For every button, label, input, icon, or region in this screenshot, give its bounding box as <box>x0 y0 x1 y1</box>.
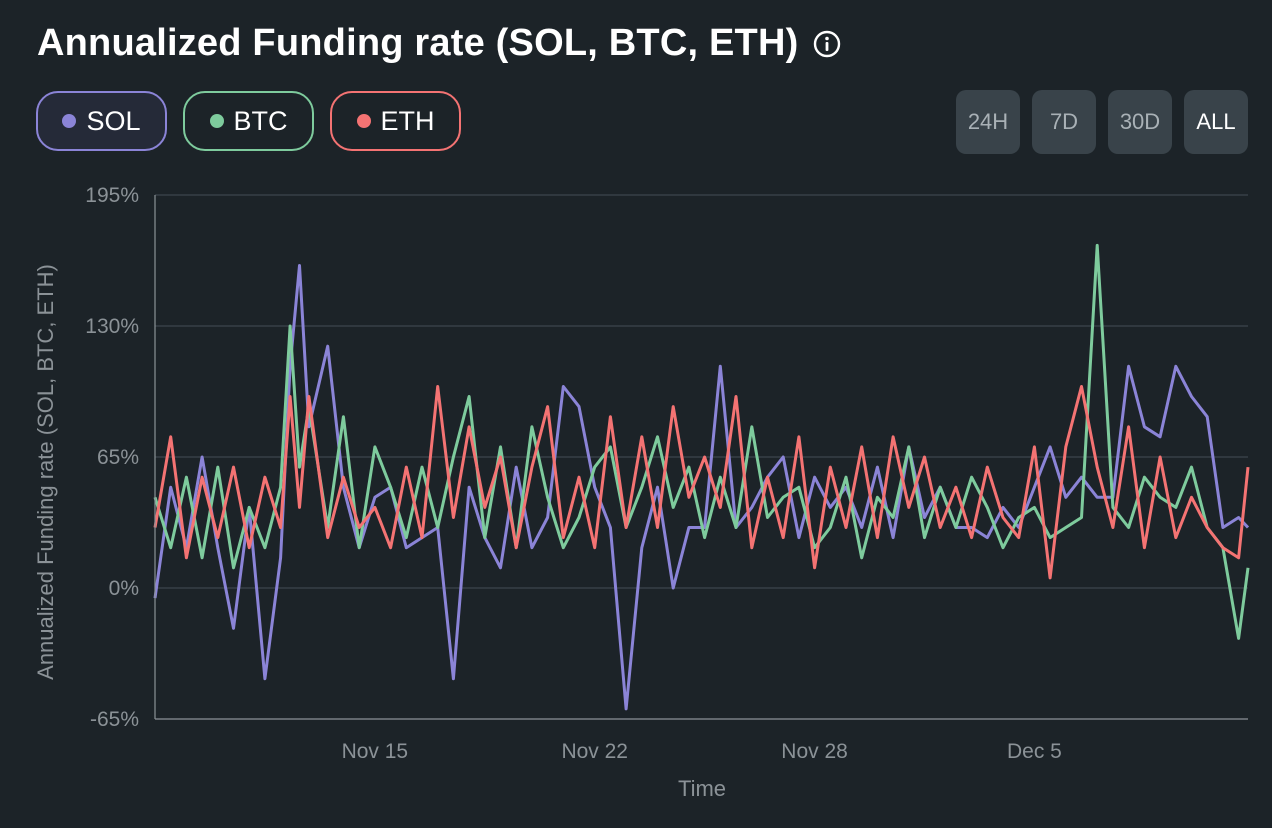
series-line-btc <box>153 243 1250 640</box>
x-tick-label: Nov 15 <box>342 740 409 763</box>
x-axis-ticks: Nov 15 Nov 22 Nov 28 Dec 5 <box>342 740 1062 763</box>
series-toggle-eth[interactable]: ETH <box>330 91 461 151</box>
x-axis-title: Time <box>678 776 726 801</box>
series-line-sol <box>153 264 1250 711</box>
y-tick-label: 195% <box>85 184 139 207</box>
series-toggle-btc[interactable]: BTC <box>183 91 314 151</box>
series-toggle-label: SOL <box>86 105 141 136</box>
y-tick-label: -65% <box>90 708 139 731</box>
x-tick-label: Nov 22 <box>561 740 628 763</box>
series-toggle-label: ETH <box>380 105 435 136</box>
sol-color-dot <box>62 114 77 128</box>
series-toggle-label: BTC <box>233 105 288 136</box>
series-toggle-sol[interactable]: SOL <box>36 91 167 151</box>
chart-title: Annualized Funding rate (SOL, BTC, ETH) <box>37 22 799 64</box>
y-tick-label: 65% <box>97 446 139 469</box>
range-24h-button[interactable]: 24H <box>956 90 1020 154</box>
info-icon[interactable] <box>812 29 842 59</box>
range-7d-button[interactable]: 7D <box>1032 90 1096 154</box>
btc-color-dot <box>209 114 224 128</box>
eth-color-dot <box>356 114 371 128</box>
y-axis-ticks: -65% 0% 65% 130% 195% <box>85 184 139 731</box>
y-tick-label: 0% <box>109 577 139 600</box>
series-lines <box>153 243 1250 711</box>
range-30d-button[interactable]: 30D <box>1108 90 1172 154</box>
series-line-eth <box>153 385 1250 580</box>
y-tick-label: 130% <box>85 315 139 338</box>
x-tick-label: Nov 28 <box>781 740 848 763</box>
x-tick-label: Dec 5 <box>1007 740 1062 763</box>
chart-header: Annualized Funding rate (SOL, BTC, ETH) <box>37 22 842 65</box>
y-axis-title: Annualized Funding rate (SOL, BTC, ETH) <box>33 264 58 680</box>
range-all-button[interactable]: ALL <box>1184 90 1248 154</box>
